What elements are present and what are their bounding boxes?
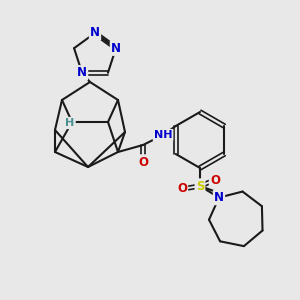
Text: O: O [177,182,187,196]
Text: O: O [210,173,220,187]
Text: NH: NH [154,130,172,140]
Text: N: N [77,66,87,79]
Text: N: N [214,191,224,204]
Text: O: O [138,155,148,169]
Text: N: N [90,26,100,40]
Text: S: S [196,179,204,193]
Text: H: H [65,118,75,128]
Text: N: N [111,42,121,55]
